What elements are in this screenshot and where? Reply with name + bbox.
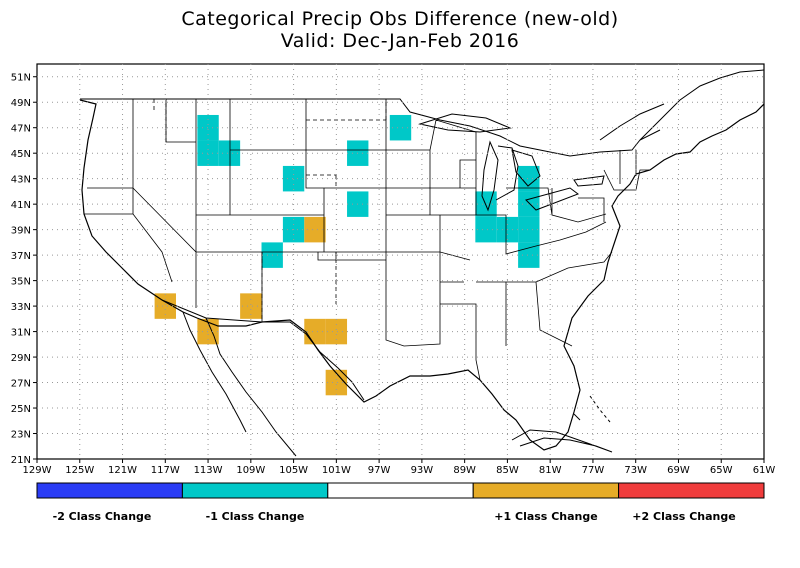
map-subtitle: Valid: Dec-Jan-Feb 2016 [280, 30, 520, 52]
y-tick-label: 47N [11, 124, 31, 135]
precip-cell [304, 216, 326, 243]
precip-cell [518, 216, 540, 243]
y-tick-label: 41N [11, 200, 31, 211]
legend-swatch-plus1 [472, 482, 620, 499]
x-tick-label: 61W [753, 465, 776, 476]
precip-cell [218, 140, 241, 166]
y-tick-label: 49N [11, 98, 31, 109]
precip-cell [197, 140, 219, 166]
x-tick-label: 93W [411, 465, 434, 476]
y-tick-label: 27N [11, 379, 31, 390]
legend-swatch-minus1 [181, 482, 329, 499]
x-tick-label: 81W [539, 465, 562, 476]
lake-michigan [481, 140, 499, 212]
y-tick-label: 25N [11, 404, 31, 415]
x-tick-label: 85W [496, 465, 519, 476]
x-tick-label: 113W [194, 465, 223, 476]
legend-label: -2 Class Change [53, 510, 152, 523]
michigan-outline [495, 145, 519, 201]
precip-cell [475, 216, 497, 243]
longitude-ticks: 129W 125W 121W 117W 113W 109W 105W 101W 97W 93W 89… [23, 459, 776, 476]
x-tick-label: 101W [322, 465, 351, 476]
legend-swatch-zero [327, 482, 474, 499]
y-tick-label: 33N [11, 302, 31, 313]
y-tick-label: 23N [11, 430, 31, 441]
x-tick-label: 121W [108, 465, 137, 476]
x-tick-label: 65W [710, 465, 733, 476]
x-tick-label: 97W [368, 465, 391, 476]
x-tick-label: 125W [65, 465, 94, 476]
lake-ontario [573, 175, 605, 187]
y-tick-label: 51N [11, 73, 31, 84]
precip-cell [197, 114, 219, 141]
precip-cell [518, 191, 540, 217]
y-tick-label: 21N [11, 455, 31, 466]
precip-cell [325, 369, 348, 396]
x-tick-label: 105W [279, 465, 308, 476]
y-tick-label: 31N [11, 328, 31, 339]
lake-huron [511, 149, 541, 187]
legend-labels: -2 Class Change -1 Class Change +1 Class C… [53, 510, 736, 523]
precip-cell [389, 114, 412, 141]
precip-cell [240, 293, 262, 319]
legend-label: +1 Class Change [494, 510, 597, 523]
precip-cell [518, 165, 540, 192]
x-tick-label: 89W [453, 465, 476, 476]
legend-label: +2 Class Change [632, 510, 735, 523]
x-tick-label: 73W [624, 465, 647, 476]
baja-coastline [182, 311, 297, 457]
lake-superior [418, 113, 512, 133]
x-tick-label: 69W [667, 465, 690, 476]
dashed-state-lines [153, 99, 387, 322]
us-state-boundaries [79, 69, 764, 457]
canada-coastline [599, 69, 764, 141]
y-tick-label: 29N [11, 353, 31, 364]
map-frame [36, 63, 765, 460]
x-tick-label: 117W [151, 465, 180, 476]
canada-border [80, 98, 661, 157]
florida-keys [573, 413, 581, 421]
legend-label: -1 Class Change [206, 510, 305, 523]
lake-erie [525, 187, 580, 211]
y-tick-label: 45N [11, 149, 31, 160]
legend-colorbar [36, 482, 765, 499]
map-title: Categorical Precip Obs Difference (new-o… [181, 8, 619, 30]
lat-lon-grid [37, 64, 764, 459]
y-tick-label: 39N [11, 226, 31, 237]
x-tick-label: 77W [582, 465, 605, 476]
precip-cell [325, 318, 348, 345]
x-tick-label: 129W [23, 465, 52, 476]
latitude-ticks: 51N 49N 47N 45N 43N 41N 39N 37N 35N 33N 31N 29N 27N 2… [11, 73, 37, 466]
cuba-outline [511, 429, 613, 453]
y-tick-label: 35N [11, 277, 31, 288]
precip-cell [518, 242, 540, 268]
y-tick-label: 43N [11, 175, 31, 186]
precip-cell [282, 165, 305, 192]
precip-cell [154, 293, 176, 319]
precip-cell [197, 318, 219, 345]
legend-swatch-minus2 [36, 482, 183, 499]
mexico-border [161, 299, 365, 401]
y-tick-label: 37N [11, 251, 31, 262]
x-tick-label: 109W [236, 465, 265, 476]
legend-swatch-plus2 [618, 482, 765, 499]
